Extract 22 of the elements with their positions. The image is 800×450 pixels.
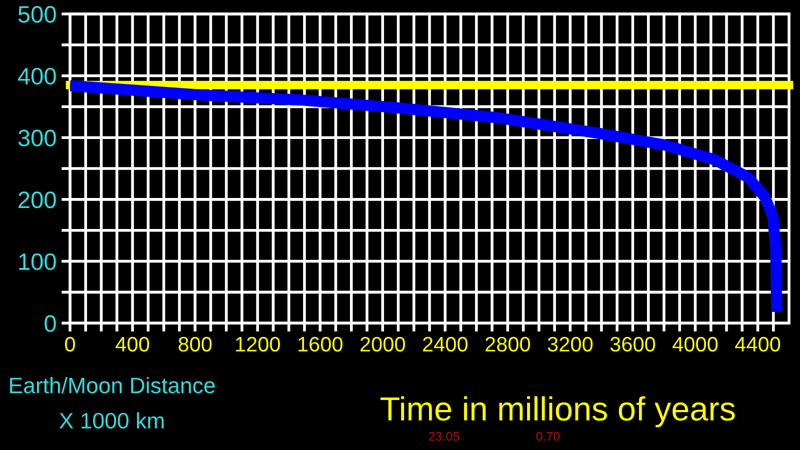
y-axis-title: Earth/Moon Distance X 1000 km: [10, 377, 215, 429]
x-tick-label: 4400: [735, 336, 780, 352]
y-tick-label: 100: [19, 253, 56, 270]
x-tick-label: 2400: [423, 336, 468, 352]
x-tick-label: 4000: [672, 336, 718, 352]
x-tick-label: 1200: [236, 336, 280, 352]
x-axis-title: Time in millions of years: [380, 396, 735, 428]
x-tick-label: 3200: [548, 336, 593, 352]
text: 0.70: [536, 432, 560, 441]
x-tick-label: 0: [65, 336, 75, 352]
text: 23.05: [428, 432, 460, 441]
y-tick-label: 400: [18, 68, 56, 85]
y-tick-label: 0: [44, 315, 56, 332]
x-tick-label: 2000: [360, 336, 405, 352]
x-tick-label: 1600: [298, 336, 342, 352]
x-tick-label: 3600: [610, 336, 656, 352]
x-tick-label: 800: [178, 336, 212, 352]
x-tick-label: 400: [116, 336, 150, 352]
y-tick-label: 300: [18, 130, 56, 146]
y-tick-label: 200: [18, 192, 56, 208]
x-tick-label: 2800: [486, 336, 530, 352]
y-tick-label: 500: [18, 6, 56, 23]
